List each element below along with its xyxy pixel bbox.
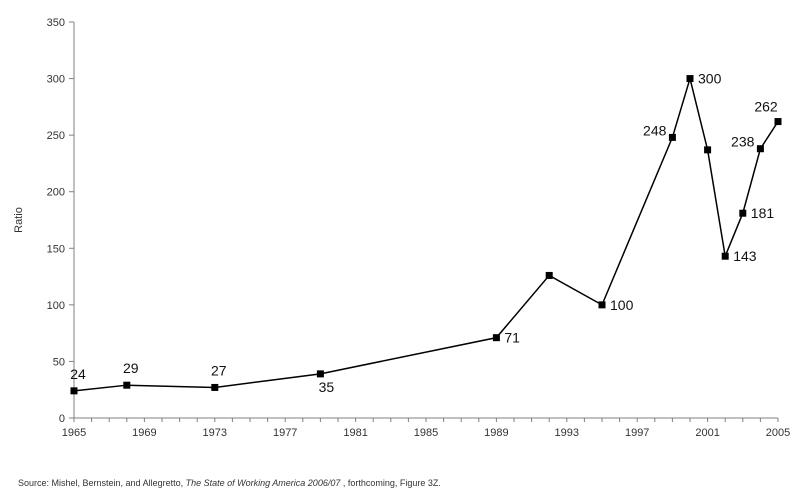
data-point [492,334,500,342]
data-label: 238 [731,134,755,150]
source-note: Source: Mishel, Bernstein, and Allegrett… [18,478,441,488]
x-axis-ticks: 1965 1969 1973 1977 1981 1985 1989 1993 1997 2001… [62,418,790,439]
x-tick-label: 1973 [203,427,227,439]
y-tick-label: 350 [47,17,65,29]
data-point [774,118,782,126]
x-tick-label: 1977 [273,427,297,439]
series-group [70,75,782,395]
data-point [704,146,712,154]
data-label: 143 [733,248,757,264]
y-tick-label: 300 [47,74,65,86]
data-label: 35 [319,379,335,395]
source-prefix: Source: Mishel, Bernstein, and Allegrett… [18,478,186,488]
x-tick-label: 1985 [414,427,438,439]
data-point [756,145,764,153]
x-tick-label: 1989 [484,427,508,439]
data-label: 262 [754,99,778,115]
x-tick-label: 2005 [766,427,790,439]
y-tick-label: 200 [47,187,65,199]
y-tick-label: 250 [47,130,65,142]
data-point [668,133,676,141]
data-label: 248 [643,122,667,138]
data-label: 71 [504,330,520,346]
data-point [211,383,219,391]
data-point [721,252,729,260]
series-line [73,75,779,392]
y-tick-label: 0 [59,413,65,425]
axes [73,22,778,419]
data-point [686,75,694,83]
data-label: 181 [751,205,775,221]
y-axis-title: Ratio [13,207,25,233]
data-point [545,271,553,279]
y-tick-label: 100 [47,300,65,312]
data-label: 24 [70,366,86,382]
x-tick-label: 1965 [62,427,86,439]
data-label: 27 [211,362,227,378]
y-axis-ticks: 0 50 100 150 200 250 300 350 [47,17,74,425]
data-label: 300 [698,71,722,87]
data-point [739,209,747,217]
data-point [316,370,324,378]
data-labels: 24 29 27 35 71 100 248 300 143 181 238 262 [70,71,778,395]
data-point [123,381,131,389]
x-tick-label: 1993 [555,427,579,439]
y-tick-label: 50 [53,356,65,368]
x-tick-label: 2001 [695,427,719,439]
data-point [598,301,606,309]
data-point [70,387,78,395]
data-label: 100 [610,297,634,313]
x-tick-label: 1969 [132,427,156,439]
source-title: The State of Working America 2006/07 [185,478,341,488]
y-tick-label: 150 [47,243,65,255]
x-tick-label: 1981 [343,427,367,439]
x-tick-label: 1997 [625,427,649,439]
data-label: 29 [123,360,139,376]
source-suffix: , forthcoming, Figure 3Z. [340,478,441,488]
